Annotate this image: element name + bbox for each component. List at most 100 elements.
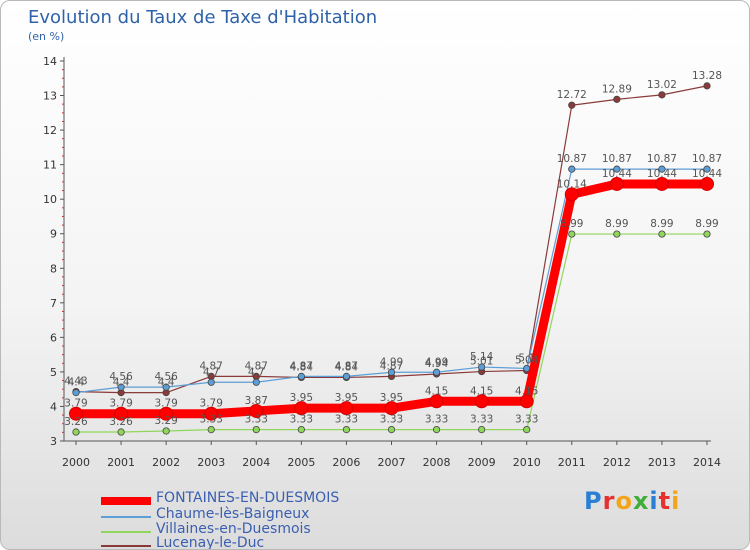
data-label: 10.87 <box>557 153 587 165</box>
legend-label: FONTAINES-EN-DUESMOIS <box>156 490 340 506</box>
series-point <box>568 101 576 109</box>
data-label: 10.87 <box>692 153 722 165</box>
series-point <box>339 401 354 416</box>
data-label: 3.79 <box>109 398 132 410</box>
series-point <box>432 368 441 376</box>
x-tick-label: 2003 <box>197 456 225 469</box>
data-label: 4.56 <box>109 371 133 383</box>
x-tick-label: 2008 <box>423 456 451 469</box>
series-point <box>162 427 170 435</box>
series-point <box>523 425 531 434</box>
data-label: 3.26 <box>64 416 88 428</box>
series-point <box>252 378 260 386</box>
series-point <box>613 230 621 238</box>
data-label: 5.14 <box>470 351 494 363</box>
series-point <box>613 165 621 173</box>
data-label: 4.87 <box>200 360 223 372</box>
data-label: 4.15 <box>470 385 493 397</box>
data-label: 4.99 <box>380 356 403 368</box>
data-label: 5.04 <box>515 355 539 367</box>
legend-swatch <box>101 516 151 518</box>
data-label: 3.95 <box>380 392 403 404</box>
series-point <box>72 428 80 436</box>
data-label: 3.95 <box>335 392 358 404</box>
data-label: 5.1 <box>518 352 535 364</box>
data-labels-layer: 4.43 4.4 4.44.87 4.87 4.84 4.84 4.87 4.94 5.01 5.… <box>64 70 722 428</box>
data-label: 10.14 <box>557 178 587 190</box>
series-point <box>204 406 219 421</box>
data-label: 4.56 <box>154 371 178 383</box>
data-label: 13.28 <box>692 70 722 82</box>
data-label: 3.33 <box>290 414 313 426</box>
y-tick-label: 9 <box>50 228 57 241</box>
data-label: 3.95 <box>290 392 313 404</box>
data-label: 8.99 <box>605 218 628 230</box>
data-label: 10.87 <box>602 153 632 165</box>
x-tick-label: 2012 <box>603 456 631 469</box>
series-point <box>654 176 669 191</box>
data-label: 10.44 <box>647 168 677 180</box>
series-point <box>658 91 666 99</box>
series-point <box>117 383 125 391</box>
series-point <box>703 82 711 90</box>
y-tick-label: 6 <box>50 331 57 344</box>
data-label: 3.33 <box>425 414 448 426</box>
data-label: 4.7 <box>248 366 265 378</box>
series-point <box>159 406 174 421</box>
data-label: 3.79 <box>200 398 223 410</box>
logo-letter: r <box>602 487 616 515</box>
x-tick-label: 2004 <box>242 456 270 469</box>
data-label: 4.7 <box>203 366 220 378</box>
series-point <box>387 368 396 376</box>
data-label: 4.87 <box>245 360 268 372</box>
x-tick-label: 2007 <box>378 456 406 469</box>
series-point <box>342 372 351 380</box>
data-label: 8.99 <box>695 218 718 230</box>
series-point <box>703 165 711 173</box>
logo-letter: o <box>615 487 633 515</box>
data-label: 5.01 <box>470 356 493 368</box>
axes: 3 4 5 6 7 8 9 10 11 12 13 14 2000 2001 2002 2003 2004 200… <box>43 55 721 469</box>
data-label: 3.87 <box>245 395 268 407</box>
data-label: 4.4 <box>158 377 175 389</box>
series-point <box>613 95 621 103</box>
series-point <box>478 425 486 434</box>
series-point <box>519 394 534 409</box>
y-tick-label: 5 <box>50 366 57 379</box>
series-line <box>75 85 708 394</box>
data-label: 3.79 <box>64 398 87 410</box>
y-tick-label: 8 <box>50 262 57 275</box>
logo-letter: P <box>584 487 603 515</box>
series-point <box>162 383 170 391</box>
data-label: 8.99 <box>650 218 673 230</box>
data-label: 4.4 <box>68 377 85 389</box>
x-tick-label: 2001 <box>107 456 135 469</box>
legend-swatch <box>101 531 151 533</box>
y-tick-label: 14 <box>43 55 57 68</box>
data-label: 10.44 <box>692 168 722 180</box>
chart-title: Evolution du Taux de Taxe d'Habitation <box>28 7 378 28</box>
logo-letter: i <box>671 487 681 515</box>
x-tick-label: 2005 <box>287 456 315 469</box>
series-point <box>658 165 666 173</box>
series-point <box>69 406 83 421</box>
logo-letter: x <box>632 487 650 515</box>
series-point <box>207 378 215 386</box>
data-label: 12.89 <box>602 83 632 95</box>
data-label: 4.87 <box>290 360 313 372</box>
data-label: 4.43 <box>64 376 87 388</box>
series-point <box>564 187 579 202</box>
y-tick-label: 4 <box>50 400 57 413</box>
series-point <box>117 428 125 436</box>
y-tick-label: 11 <box>43 159 57 172</box>
series-point <box>114 406 129 421</box>
series-point <box>252 425 260 434</box>
x-tick-label: 2009 <box>468 456 496 469</box>
y-tick-label: 7 <box>50 297 57 310</box>
series-point <box>658 230 666 238</box>
logo-letter: i <box>649 487 659 515</box>
data-label: 3.33 <box>470 414 493 426</box>
series-point <box>568 165 576 173</box>
proxiti-logo: Proxiti <box>584 487 680 515</box>
